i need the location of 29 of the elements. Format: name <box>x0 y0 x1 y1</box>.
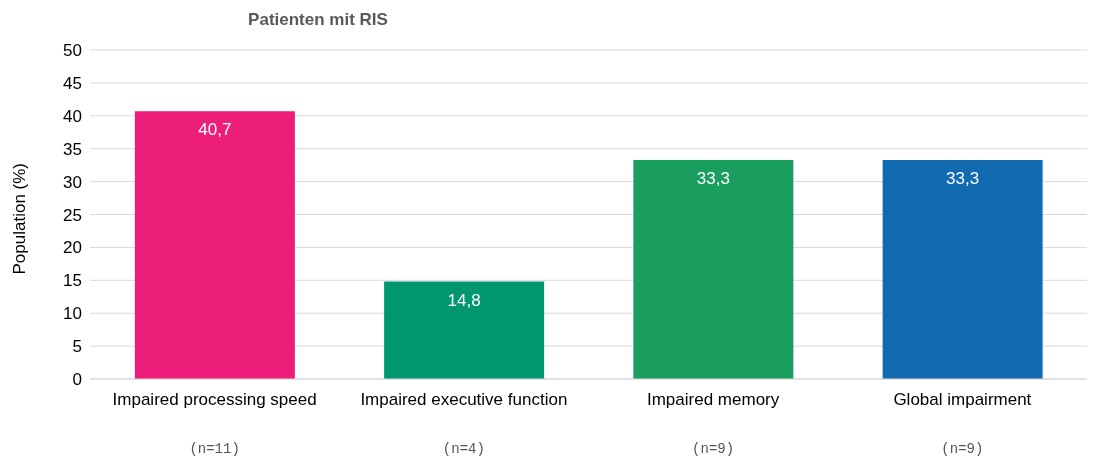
bar <box>633 159 794 379</box>
y-tick-label: 15 <box>63 271 82 291</box>
y-tick-label: 30 <box>63 172 82 192</box>
x-tick-label: Impaired processing speed <box>112 390 317 410</box>
text: (n=9) <box>692 441 735 457</box>
x-tick-label: Impaired memory <box>646 390 780 410</box>
y-tick-label: 40 <box>63 106 82 126</box>
chart-title: Patienten mit RIS <box>247 10 389 30</box>
y-tick-label: 10 <box>63 304 82 324</box>
x-tick-label: Global impairment <box>893 390 1032 410</box>
bar <box>882 159 1043 379</box>
y-tick-label: 50 <box>63 41 82 61</box>
y-tick-label: 45 <box>63 73 82 93</box>
data-label: 14,8 <box>447 290 481 310</box>
y-tick-label: 5 <box>72 337 82 357</box>
y-tick-label: 25 <box>63 205 82 225</box>
text: (n=11) <box>189 441 240 457</box>
text: (n=9) <box>941 441 984 457</box>
y-tick-label: 0 <box>72 370 82 390</box>
y-axis-title: Population (%) <box>10 162 30 275</box>
x-tick-label: Impaired executive function <box>360 390 568 410</box>
data-label: 40,7 <box>198 120 232 140</box>
data-label: 33,3 <box>696 168 730 188</box>
y-tick-label: 20 <box>63 238 82 258</box>
y-tick-label: 35 <box>63 139 82 159</box>
data-label: 33,3 <box>946 168 980 188</box>
bar <box>384 281 545 379</box>
text: (n=4) <box>442 441 485 457</box>
bar <box>134 111 295 379</box>
